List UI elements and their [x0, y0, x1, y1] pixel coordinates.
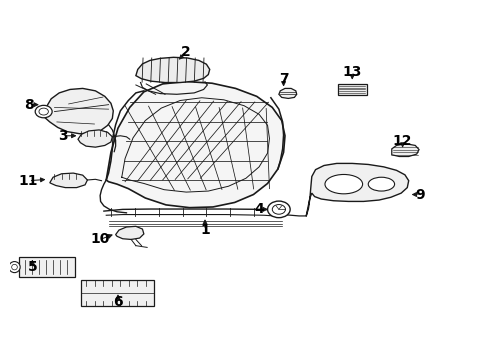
Ellipse shape [39, 108, 49, 115]
Polygon shape [392, 144, 419, 157]
Text: 2: 2 [181, 45, 191, 59]
Text: 8: 8 [24, 98, 33, 112]
Bar [19, 257, 74, 277]
Polygon shape [306, 163, 409, 216]
Ellipse shape [12, 264, 17, 270]
Text: 5: 5 [27, 260, 37, 274]
Ellipse shape [35, 105, 52, 118]
Text: 9: 9 [415, 188, 425, 202]
Polygon shape [136, 57, 210, 82]
Text: 13: 13 [343, 65, 362, 79]
Polygon shape [279, 89, 297, 98]
Polygon shape [106, 81, 285, 208]
Text: 6: 6 [113, 294, 123, 309]
Ellipse shape [272, 204, 286, 214]
Ellipse shape [325, 175, 363, 194]
Text: 11: 11 [19, 174, 38, 188]
Polygon shape [44, 89, 113, 134]
Text: 10: 10 [91, 233, 110, 247]
Text: 12: 12 [393, 134, 412, 148]
Ellipse shape [268, 201, 290, 218]
Bar [338, 84, 367, 95]
Bar [80, 280, 153, 306]
Text: 3: 3 [58, 129, 67, 143]
Polygon shape [78, 130, 112, 147]
Ellipse shape [368, 177, 394, 191]
Text: 7: 7 [279, 72, 289, 86]
Text: 1: 1 [200, 223, 210, 237]
Polygon shape [116, 226, 144, 239]
Ellipse shape [9, 262, 20, 273]
Text: 4: 4 [254, 202, 264, 216]
Polygon shape [50, 173, 87, 188]
